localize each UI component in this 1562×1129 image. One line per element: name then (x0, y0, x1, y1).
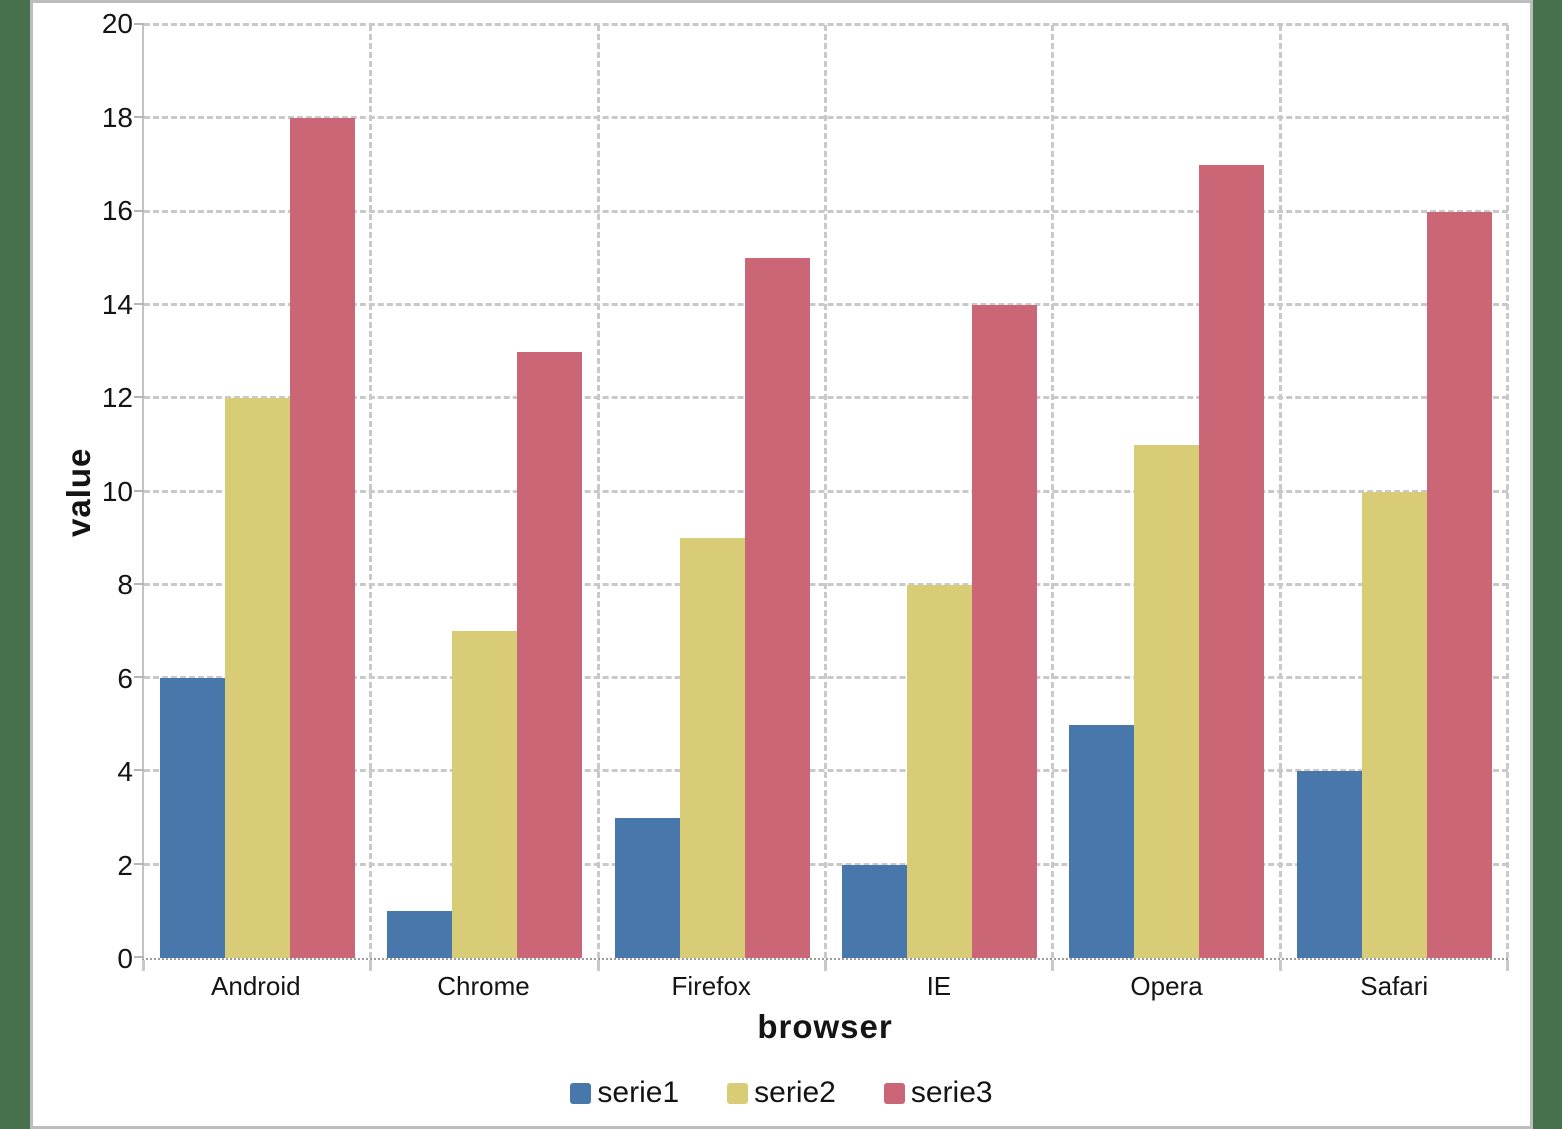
plot-area (134, 23, 1509, 971)
gridline-y-20 (144, 23, 1508, 26)
gridline-x-4 (1051, 25, 1055, 958)
bar-serie1-chrome (387, 911, 453, 958)
y-tick-mark (134, 769, 144, 772)
bar-group-firefox (599, 25, 826, 958)
x-axis-category-labels: Android Chrome Firefox IE Opera Safari (142, 971, 1508, 1003)
legend-swatch-serie2 (727, 1082, 749, 1104)
x-tick-mark (596, 960, 600, 971)
x-tick-mark (1506, 960, 1509, 971)
gridline-x-5 (1278, 25, 1282, 958)
x-category-label-chrome: Chrome (437, 971, 530, 1001)
bar-group-safari (1281, 25, 1508, 958)
y-tick-mark (134, 302, 144, 305)
bar-serie3-ie (972, 304, 1038, 958)
gridline-x-2 (596, 25, 600, 958)
legend-item-serie1: serie1 (570, 1076, 679, 1110)
bar-serie1-opera (1069, 724, 1135, 958)
gridline-x-1 (369, 25, 373, 958)
bar-serie2-opera (1134, 444, 1200, 958)
x-category-label-ie: IE (926, 971, 952, 1001)
gridline-x-6 (1506, 25, 1509, 958)
bar-group-android (144, 25, 371, 958)
x-tick-mark (369, 960, 373, 971)
bar-serie3-opera (1199, 164, 1265, 958)
bar-serie2-firefox (679, 538, 745, 958)
bar-serie1-android (160, 678, 226, 958)
x-axis-title: browser (757, 1008, 893, 1045)
legend: serie1 serie2 serie3 (33, 1075, 1530, 1111)
bar-serie2-safari (1361, 491, 1427, 958)
bar-serie3-firefox (744, 258, 810, 958)
bar-group-opera (1053, 25, 1280, 958)
bar-serie1-firefox (614, 818, 680, 958)
x-tick-mark (824, 960, 827, 971)
gridline-x-3 (824, 25, 827, 958)
legend-label-serie2: serie2 (754, 1076, 836, 1109)
y-tick-mark (134, 956, 144, 958)
bar-group-chrome (371, 25, 598, 958)
x-category-label-opera: Opera (1130, 971, 1203, 1001)
x-category-label-safari: Safari (1360, 971, 1429, 1001)
bar-serie1-ie (842, 864, 908, 958)
bar-serie2-ie (907, 584, 973, 958)
bar-group-ie (826, 25, 1053, 958)
y-tick-mark (134, 862, 144, 865)
chart-card: value 0 2 4 6 8 10 12 14 16 18 20 Android Chrome Fir… (30, 0, 1533, 1129)
y-tick-mark (134, 209, 144, 212)
y-tick-mark (134, 396, 144, 399)
x-tick-mark (1051, 960, 1055, 971)
x-tick-mark (1278, 960, 1282, 971)
legend-label-serie3: serie3 (910, 1076, 993, 1109)
legend-item-serie2: serie2 (727, 1076, 836, 1110)
y-tick-mark (134, 23, 144, 25)
legend-swatch-serie3 (883, 1082, 905, 1104)
x-tick-mark (142, 960, 145, 971)
y-tick-mark (134, 489, 144, 492)
y-tick-mark (134, 116, 144, 119)
legend-swatch-serie1 (570, 1082, 592, 1104)
bar-serie1-safari (1296, 771, 1362, 958)
x-category-label-firefox: Firefox (671, 971, 751, 1001)
legend-label-serie1: serie1 (597, 1076, 680, 1109)
y-tick-mark (134, 676, 144, 679)
bar-serie3-safari (1426, 211, 1492, 958)
bar-serie3-android (290, 118, 356, 958)
bar-serie2-android (225, 398, 291, 958)
y-axis-tick-labels: 0 2 4 6 8 10 12 14 16 18 20 (101, 8, 133, 974)
bar-serie3-chrome (517, 351, 583, 958)
y-tick-mark (134, 582, 144, 585)
bar-serie2-chrome (452, 631, 518, 958)
legend-item-serie3: serie3 (883, 1076, 993, 1110)
x-category-label-android: Android (211, 971, 301, 1001)
